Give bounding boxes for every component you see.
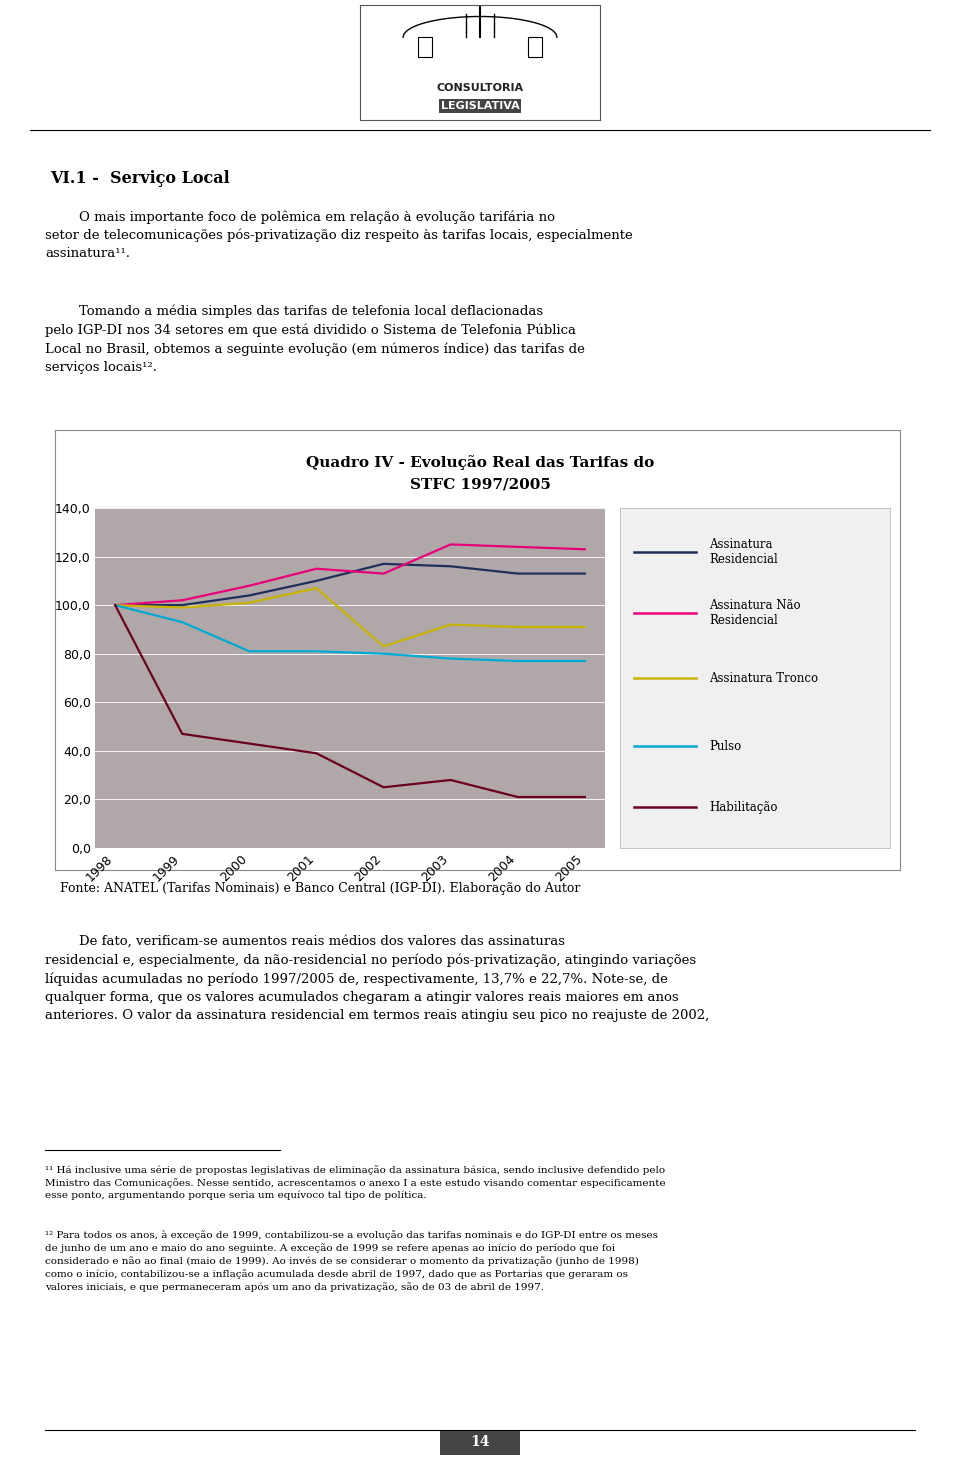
Text: ¹² Para todos os anos, à exceção de 1999, contabilizou-se a evolução das tarifas: ¹² Para todos os anos, à exceção de 1999… [45, 1230, 658, 1292]
Text: STFC 1997/2005: STFC 1997/2005 [410, 476, 550, 491]
Text: De fato, verificam-se aumentos reais médios dos valores das assinaturas
residenc: De fato, verificam-se aumentos reais méd… [45, 935, 709, 1022]
Text: Tomando a média simples das tarifas de telefonia local deflacionadas
pelo IGP-DI: Tomando a média simples das tarifas de t… [45, 305, 585, 374]
Text: LEGISLATIVA: LEGISLATIVA [441, 101, 519, 111]
Text: O mais importante foco de polêmica em relação à evolução tarifária no
setor de t: O mais importante foco de polêmica em re… [45, 210, 633, 261]
Text: Assinatura Tronco: Assinatura Tronco [709, 671, 818, 685]
Text: Assinatura Não
Residencial: Assinatura Não Residencial [709, 600, 801, 627]
Text: ¹¹ Há inclusive uma série de propostas legislativas de eliminação da assinatura : ¹¹ Há inclusive uma série de propostas l… [45, 1165, 665, 1201]
Text: Fonte: ANATEL (Tarifas Nominais) e Banco Central (IGP-DI). Elaboração do Autor: Fonte: ANATEL (Tarifas Nominais) e Banco… [60, 883, 581, 896]
Bar [418, 37, 432, 57]
Text: CONSULTORIA: CONSULTORIA [437, 82, 523, 92]
Text: Pulso: Pulso [709, 739, 741, 752]
Text: Habilitação: Habilitação [709, 800, 778, 814]
Text: Quadro IV - Evolução Real das Tarifas do: Quadro IV - Evolução Real das Tarifas do [306, 454, 654, 471]
Text: VI.1 -  Serviço Local: VI.1 - Serviço Local [50, 170, 229, 188]
Text: LEGISLATIVA: LEGISLATIVA [441, 101, 519, 111]
Bar [528, 37, 542, 57]
Text: 14: 14 [470, 1435, 490, 1450]
Text: Assinatura
Residencial: Assinatura Residencial [709, 538, 778, 566]
